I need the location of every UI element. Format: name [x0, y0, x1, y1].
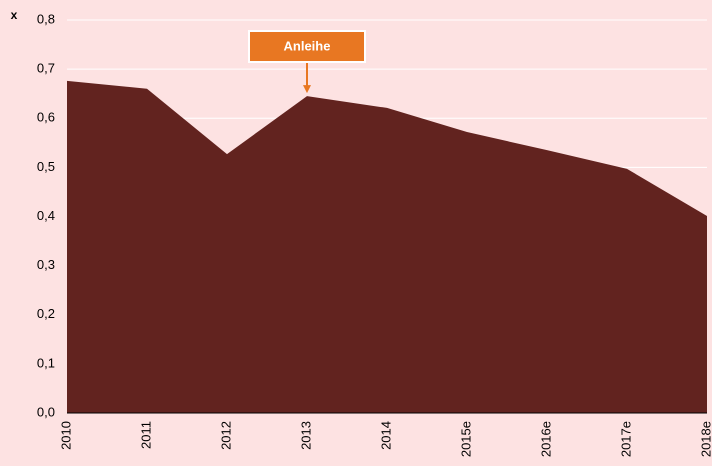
x-tick-label: 2011 — [138, 421, 153, 449]
area — [67, 80, 707, 413]
y-tick-label: 0,6 — [37, 110, 55, 125]
x-tick-label: 2012 — [218, 421, 233, 450]
x-tick-label: 2015e — [458, 421, 473, 457]
x-tick-label: 2016e — [538, 421, 553, 457]
y-tick-label: 0,4 — [37, 208, 55, 223]
annotation-text: Anleihe — [284, 38, 331, 53]
annotation-box — [248, 30, 366, 63]
x-tick-label: 2013 — [298, 421, 313, 450]
annotation-arrowhead — [303, 85, 311, 94]
y-tick-label: 0,7 — [37, 61, 55, 76]
x-tick-label: 2014 — [378, 421, 393, 450]
x-tick-label: 2010 — [58, 421, 73, 450]
x-tick-label: 2018e — [698, 421, 712, 457]
y-tick-label: 0,3 — [37, 257, 55, 272]
y-tick-label: 0,0 — [37, 404, 55, 419]
y-tick-label: 0,8 — [37, 11, 55, 26]
y-axis-label: x — [11, 8, 18, 22]
y-tick-label: 0,1 — [37, 355, 55, 370]
x-tick-label: 2017e — [618, 421, 633, 457]
y-tick-label: 0,2 — [37, 306, 55, 321]
y-tick-label: 0,5 — [37, 159, 55, 174]
